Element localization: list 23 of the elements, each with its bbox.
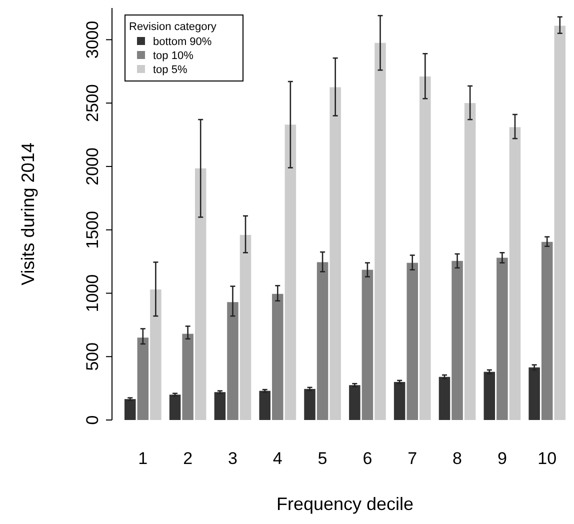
legend-title: Revision category bbox=[129, 21, 217, 33]
x-tick-label: 10 bbox=[538, 449, 557, 468]
legend-label: bottom 90% bbox=[153, 36, 212, 48]
x-tick-label: 4 bbox=[272, 449, 282, 468]
y-axis-title: Visits during 2014 bbox=[18, 142, 38, 286]
y-tick-label: 1500 bbox=[83, 210, 102, 249]
y-tick-label: 1000 bbox=[83, 274, 102, 312]
x-tick-label: 5 bbox=[318, 449, 328, 468]
y-tick-label: 3000 bbox=[83, 20, 102, 59]
x-tick-label: 7 bbox=[408, 449, 418, 468]
x-tick-label: 1 bbox=[138, 449, 148, 468]
x-tick-label: 3 bbox=[228, 449, 238, 468]
legend-label: top 10% bbox=[153, 50, 194, 62]
x-axis-title: Frequency decile bbox=[276, 494, 414, 514]
y-tick-label: 2000 bbox=[83, 148, 102, 186]
y-tick-label: 500 bbox=[83, 342, 102, 371]
x-tick-label: 9 bbox=[497, 449, 507, 468]
legend-label: top 5% bbox=[153, 64, 188, 76]
y-tick-label: 0 bbox=[83, 415, 102, 425]
x-tick-label: 6 bbox=[362, 449, 372, 468]
x-tick-label: 2 bbox=[183, 449, 193, 468]
y-tick-label: 2500 bbox=[83, 84, 102, 122]
x-tick-label: 8 bbox=[452, 449, 462, 468]
